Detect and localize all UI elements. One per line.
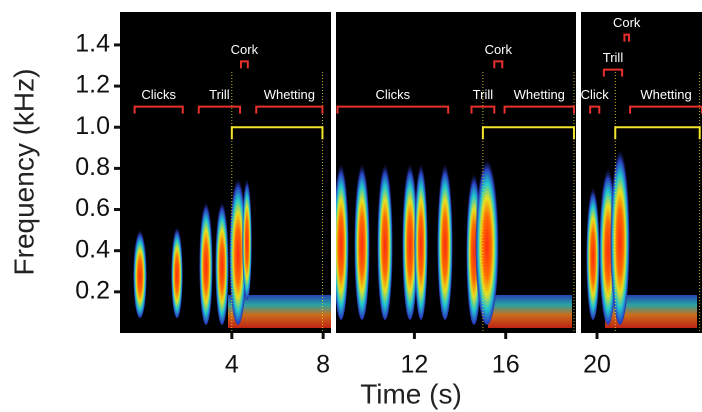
annotation-label: Cork [485, 42, 513, 57]
spectrogram-blob [475, 150, 499, 325]
y-tick-label: 0.8 [75, 153, 110, 181]
annotation-bracket [255, 105, 324, 114]
annotation-bracket [623, 33, 630, 42]
annotation-bracket [629, 105, 702, 114]
annotation-bracket [239, 60, 249, 69]
annotation-bracket [493, 60, 504, 69]
annotation-bracket [197, 105, 242, 114]
spectrogram-image [133, 140, 697, 328]
annotation-label: Whetting [264, 87, 315, 102]
x-axis-title: Time (s) [360, 378, 462, 409]
spectrogram-blob [333, 155, 349, 320]
spectrogram-blob [586, 180, 600, 320]
annotation-bracket [470, 105, 496, 114]
annotation-bracket [503, 105, 575, 114]
spectrogram-blob [414, 155, 428, 320]
annotation-bracket [336, 105, 450, 114]
y-tick-label: 1.0 [75, 112, 110, 140]
spectrogram-blob [402, 155, 418, 320]
y-axis-title: Frequency (kHz) [8, 69, 39, 276]
annotation-label: Trill [473, 87, 494, 102]
spectrogram-blob [171, 222, 183, 318]
annotation-bracket [602, 68, 624, 77]
y-tick-label: 0.4 [75, 235, 110, 263]
annotation-label: Clicks [376, 87, 411, 102]
annotation-label: Trill [209, 87, 230, 102]
annotation-label: Cork [231, 42, 259, 57]
x-tick-label: 8 [316, 351, 330, 379]
annotation-label: Trill [603, 50, 624, 65]
spectrogram-blob [215, 195, 229, 325]
annotation-label: Whetting [640, 87, 691, 102]
spectrogram-blob [437, 155, 453, 320]
annotation-bracket [133, 105, 184, 114]
annotation-label: Cork [613, 15, 641, 30]
x-tick-label: 20 [583, 351, 611, 379]
spectrogram-band [488, 295, 572, 328]
section-gap [331, 12, 336, 333]
annotation-label: Clicks [141, 87, 176, 102]
x-tick-label: 12 [401, 351, 429, 379]
spectrogram-blob [242, 172, 252, 300]
y-tick-label: 0.2 [75, 276, 110, 304]
spectrogram-blob [354, 155, 370, 320]
y-tick-label: 1.2 [75, 71, 110, 99]
y-tick-label: 1.4 [75, 30, 110, 58]
span-bracket [230, 126, 324, 140]
spectrogram-band [228, 295, 332, 328]
annotation-bracket [589, 105, 601, 114]
span-bracket [481, 126, 575, 140]
spectrogram-blob [610, 140, 630, 325]
span-bracket [614, 126, 701, 140]
x-tick-label: 4 [225, 351, 239, 379]
x-tick-label: 16 [492, 351, 520, 379]
spectrogram-blob [133, 225, 147, 318]
annotation-label: Whetting [514, 87, 565, 102]
section-gap [576, 12, 581, 333]
spectrogram-blob [199, 195, 213, 325]
spectrogram-blob [377, 155, 393, 320]
y-tick-label: 0.6 [75, 194, 110, 222]
annotation-label: Click [581, 87, 610, 102]
